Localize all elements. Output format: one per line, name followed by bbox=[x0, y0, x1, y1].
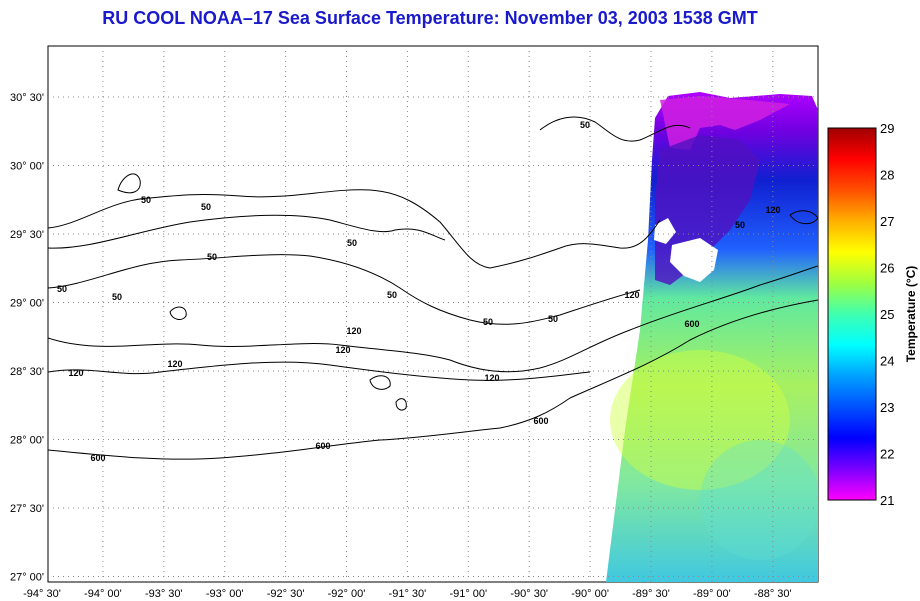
y-axis-ticks: 30° 30' 30° 00' 29° 30' 29° 00' 28° 30' 28° 0… bbox=[10, 92, 44, 584]
contour-600 bbox=[48, 299, 818, 460]
contour-label: 50 bbox=[57, 284, 67, 294]
colorbar-tick-label: 24 bbox=[880, 354, 894, 369]
contour-label: 50 bbox=[580, 120, 590, 130]
x-tick-label: -91° 30' bbox=[389, 588, 427, 600]
colorbar-tick-label: 27 bbox=[880, 214, 894, 229]
x-tick-label: -92° 00' bbox=[328, 588, 366, 600]
y-tick-label: 27° 30' bbox=[10, 503, 44, 515]
contour-label: 120 bbox=[346, 326, 361, 336]
colorbar-tick-label: 26 bbox=[880, 261, 894, 276]
contour-120-b bbox=[48, 361, 591, 381]
contour-label: 50 bbox=[735, 220, 745, 230]
contour-label: 50 bbox=[207, 252, 217, 262]
coastline bbox=[48, 189, 661, 269]
y-tick-label: 29° 30' bbox=[10, 229, 44, 241]
x-axis-ticks: -94° 30' -94° 00' -93° 30' -93° 00' -92° 30'… bbox=[23, 588, 792, 600]
contour-label: 120 bbox=[167, 359, 182, 369]
x-tick-label: -93° 30' bbox=[145, 588, 183, 600]
contour-label: 600 bbox=[90, 453, 105, 463]
contours bbox=[48, 116, 818, 460]
contour-label: 50 bbox=[347, 238, 357, 248]
colorbar-tick-label: 25 bbox=[880, 307, 894, 322]
y-tick-label: 27° 00' bbox=[10, 572, 44, 584]
colorbar-tick-label: 28 bbox=[880, 168, 894, 183]
contour-label: 120 bbox=[335, 345, 350, 355]
x-tick-label: -89° 30' bbox=[632, 588, 670, 600]
colorbar-label: Temperature (°C) bbox=[904, 266, 918, 363]
colorbar-ticks: 29 28 27 26 25 24 23 22 21 bbox=[880, 121, 894, 508]
colorbar-tick-label: 29 bbox=[880, 121, 894, 136]
colorbar bbox=[827, 127, 877, 501]
x-tick-label: -88° 30' bbox=[754, 588, 792, 600]
cloud-patch-2 bbox=[654, 218, 676, 244]
shoal-contour bbox=[169, 306, 187, 320]
contour-label: 120 bbox=[68, 368, 83, 378]
x-tick-label: -92° 30' bbox=[267, 588, 305, 600]
contour-label: 120 bbox=[484, 373, 499, 383]
sst-warm-zone bbox=[610, 350, 790, 490]
contour-label: 600 bbox=[533, 416, 548, 426]
x-tick-label: -94° 30' bbox=[23, 588, 61, 600]
contour-label: 120 bbox=[765, 205, 780, 215]
y-tick-label: 29° 00' bbox=[10, 298, 44, 310]
x-tick-label: -91° 00' bbox=[449, 588, 487, 600]
x-tick-label: -89° 00' bbox=[693, 588, 731, 600]
contour-label: 600 bbox=[684, 319, 699, 329]
y-tick-label: 28° 30' bbox=[10, 366, 44, 378]
contour-label: 50 bbox=[112, 292, 122, 302]
y-tick-label: 28° 00' bbox=[10, 435, 44, 447]
cloud-patch bbox=[670, 238, 718, 282]
colorbar-tick-label: 21 bbox=[880, 493, 894, 508]
contour-labels: 50 50 50 50 50 50 50 50 50 50 50 120 120 120 120 120 120… bbox=[57, 120, 781, 463]
x-tick-label: -90° 00' bbox=[571, 588, 609, 600]
x-tick-label: -93° 00' bbox=[206, 588, 244, 600]
delta-shelf bbox=[539, 116, 691, 142]
graticule bbox=[48, 46, 818, 582]
x-tick-label: -94° 00' bbox=[84, 588, 122, 600]
island-contour bbox=[117, 173, 141, 194]
contour-label: 120 bbox=[624, 290, 639, 300]
contour-label: 50 bbox=[483, 317, 493, 327]
y-tick-label: 30° 30' bbox=[10, 92, 44, 104]
map-title: RU COOL NOAA–17 Sea Surface Temperature:… bbox=[102, 8, 758, 28]
contour-label: 50 bbox=[548, 314, 558, 324]
contour-label: 600 bbox=[315, 441, 330, 451]
y-tick-label: 30° 00' bbox=[10, 161, 44, 173]
colorbar-tick-label: 22 bbox=[880, 447, 894, 462]
sst-cool-zone bbox=[700, 440, 818, 560]
contour-label: 50 bbox=[387, 290, 397, 300]
x-tick-label: -90° 30' bbox=[510, 588, 548, 600]
sst-cold-core bbox=[660, 96, 790, 150]
colorbar-tick-label: 23 bbox=[880, 400, 894, 415]
shoal-contour-3 bbox=[369, 375, 391, 390]
contour-50 bbox=[48, 214, 446, 249]
contour-50-b bbox=[48, 254, 641, 325]
contour-label: 50 bbox=[141, 195, 151, 205]
contour-label: 50 bbox=[201, 202, 211, 212]
ridge-contour bbox=[789, 210, 818, 225]
shoal-contour-2 bbox=[395, 398, 407, 411]
contour-120 bbox=[48, 265, 818, 373]
